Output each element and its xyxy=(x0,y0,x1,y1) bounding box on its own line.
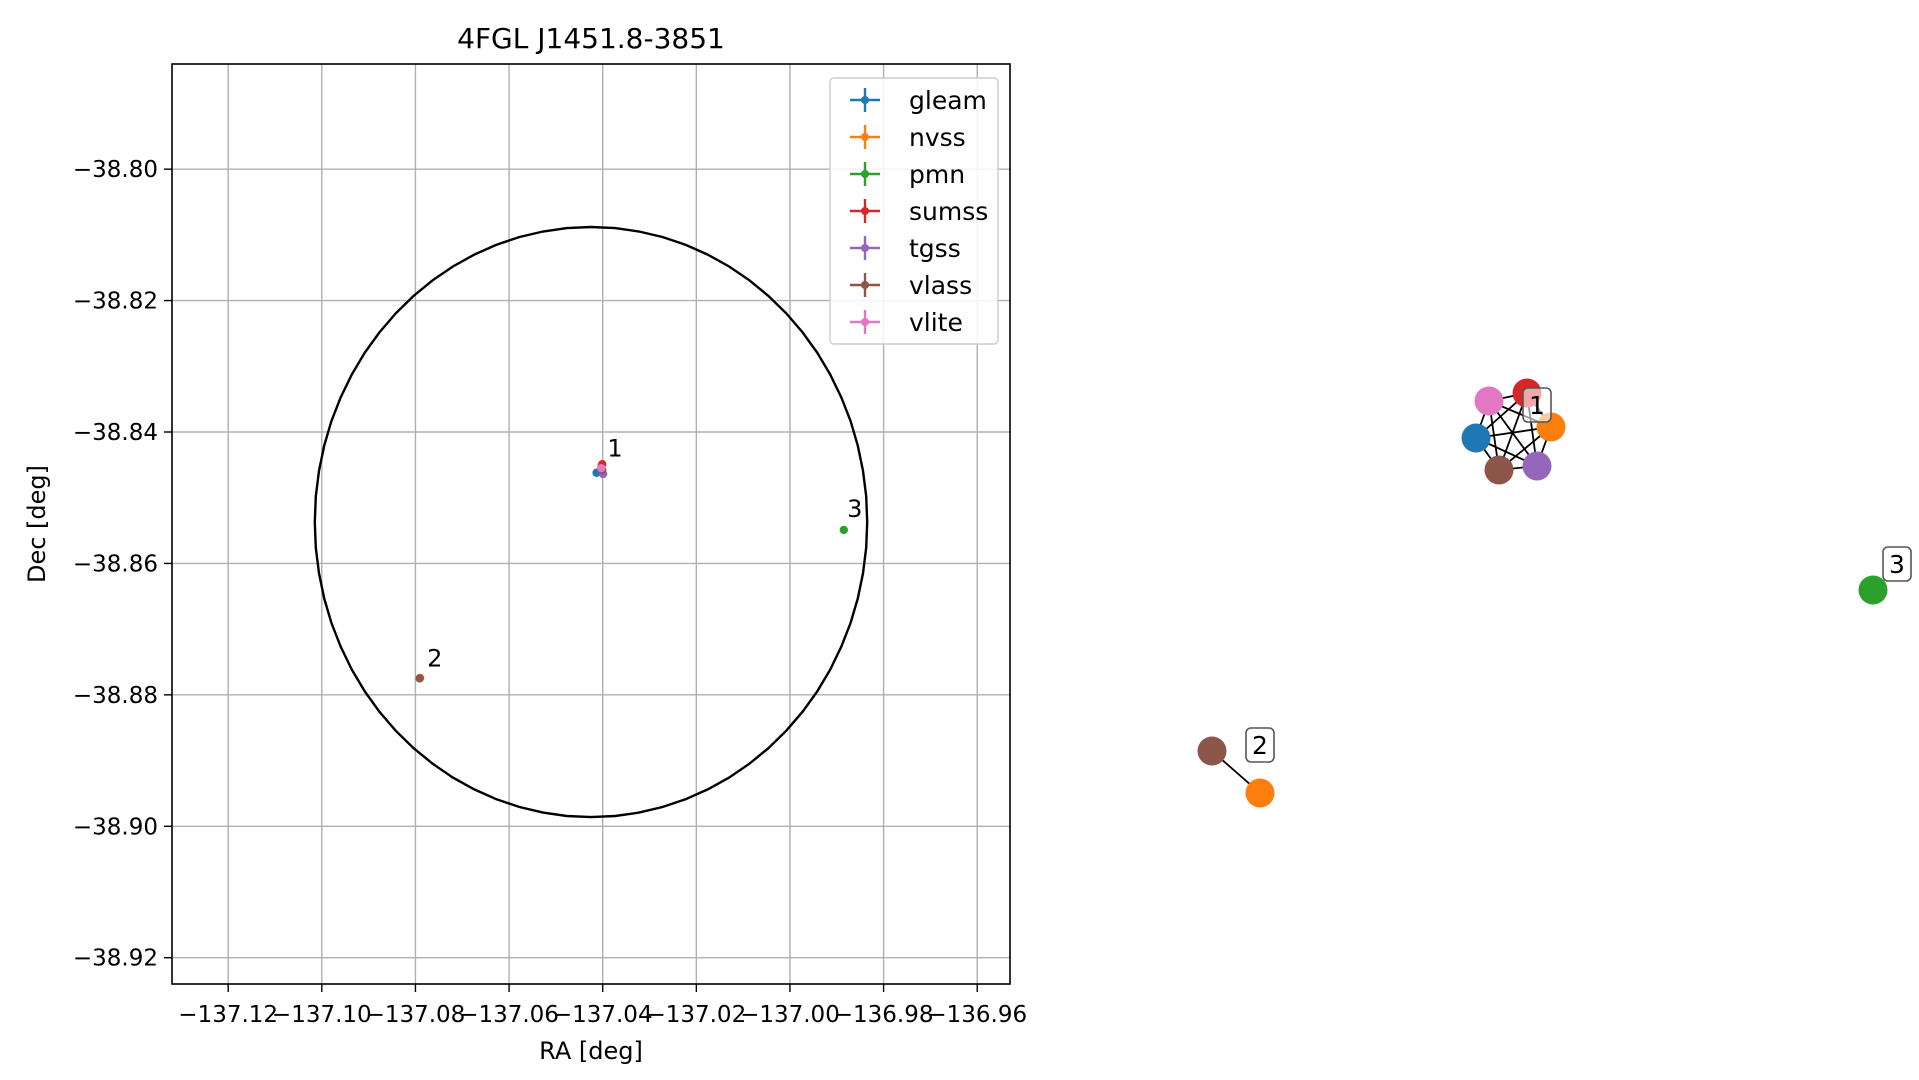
network-label-box xyxy=(1522,387,1552,423)
legend-label: sumss xyxy=(909,197,988,226)
x-tick-label: −137.12 xyxy=(178,1002,278,1028)
legend-entry-vlass: vlass xyxy=(850,271,972,300)
legend-label: nvss xyxy=(909,123,966,152)
network-node-gleam xyxy=(1461,423,1491,453)
legend-marker-dot xyxy=(861,133,869,141)
x-tick-label: −137.00 xyxy=(740,1002,840,1028)
x-tick-label: −137.06 xyxy=(459,1002,559,1028)
source-points xyxy=(415,460,849,683)
network-label-text: 2 xyxy=(1252,731,1268,760)
legend-box xyxy=(829,77,999,345)
legend-entry-tgss: tgss xyxy=(850,234,961,263)
annotation-2: 2 xyxy=(427,645,442,673)
network-label-1: 1 xyxy=(1522,387,1552,423)
y-tick-label: −38.84 xyxy=(73,420,158,446)
network-node-vlite xyxy=(1474,386,1504,416)
network-panel: 1 2 3 xyxy=(1197,378,1912,808)
grid-lines xyxy=(172,64,1010,984)
y-tick-label: −38.92 xyxy=(73,946,158,972)
network-nodes xyxy=(1197,378,1888,808)
x-tick-label: −137.02 xyxy=(646,1002,746,1028)
y-axis-label: Dec [deg] xyxy=(23,465,51,583)
network-node-vlass xyxy=(1197,736,1227,766)
legend-marker-dot xyxy=(861,244,869,252)
network-label-box xyxy=(1245,727,1275,763)
y-tick-label: −38.82 xyxy=(73,289,158,315)
point-vlass xyxy=(415,674,424,683)
x-tick-label: −136.98 xyxy=(834,1002,934,1028)
legend-entry-nvss: nvss xyxy=(850,123,966,152)
legend-label: gleam xyxy=(909,86,987,115)
x-tick-label: −136.96 xyxy=(927,1002,1027,1028)
x-tick-label: −137.08 xyxy=(366,1002,466,1028)
legend-label: vlass xyxy=(909,271,972,300)
legend-marker-dot xyxy=(861,96,869,104)
point-vlite xyxy=(597,463,606,473)
legend-entry-pmn: pmn xyxy=(850,160,965,189)
network-label-text: 3 xyxy=(1889,550,1905,579)
legend-marker-dot xyxy=(861,207,869,215)
y-tick-label: −38.86 xyxy=(73,551,158,577)
network-label-box xyxy=(1882,546,1912,582)
x-tick-label: −137.10 xyxy=(272,1002,372,1028)
circle-outline xyxy=(313,225,869,819)
scatter-panel: 123 −137.12−137.10−137.08−137.06−137.04−… xyxy=(23,22,1027,1065)
legend-marker-dot xyxy=(861,281,869,289)
legend-label: pmn xyxy=(909,160,965,189)
legend-label: tgss xyxy=(909,234,961,263)
legend-label: vlite xyxy=(909,308,963,337)
y-ticks: −38.80 −38.82 −38.84 −38.86 −38.88 −38.90 −38.… xyxy=(73,157,172,972)
x-axis-label: RA [deg] xyxy=(539,1037,643,1065)
network-label-2: 2 xyxy=(1245,727,1275,763)
localization-circle xyxy=(313,225,869,819)
network-label-3: 3 xyxy=(1882,546,1912,582)
network-node-tgss xyxy=(1522,451,1552,481)
y-tick-label: −38.80 xyxy=(73,157,158,183)
x-ticks: −137.12−137.10−137.08−137.06−137.04−137.… xyxy=(178,984,1027,1028)
x-tick-label: −137.04 xyxy=(553,1002,653,1028)
network-node-pmn xyxy=(1858,575,1888,605)
y-tick-label: −38.88 xyxy=(73,683,158,709)
chart-title: 4FGL J1451.8-3851 xyxy=(457,22,725,55)
y-tick-label: −38.90 xyxy=(73,814,158,840)
point-pmn xyxy=(839,525,849,535)
legend-entry-gleam: gleam xyxy=(850,86,987,115)
legend-entry-vlite: vlite xyxy=(850,308,963,337)
annotation-3: 3 xyxy=(847,495,862,523)
network-label-text: 1 xyxy=(1529,391,1545,420)
network-node-nvss xyxy=(1245,778,1275,808)
source-annotations: 1 2 3 xyxy=(427,434,862,672)
legend-marker-dot xyxy=(861,318,869,326)
annotation-1: 1 xyxy=(607,434,622,462)
legend-marker-dot xyxy=(861,170,869,178)
network-node-labels: 1 2 3 xyxy=(1245,387,1912,763)
legend: gleam nvss pmn sumss tgss vlass vlite xyxy=(829,77,999,345)
axes-frame xyxy=(171,63,1011,985)
network-node-vlass xyxy=(1484,455,1514,485)
legend-entry-sumss: sumss xyxy=(850,197,988,226)
